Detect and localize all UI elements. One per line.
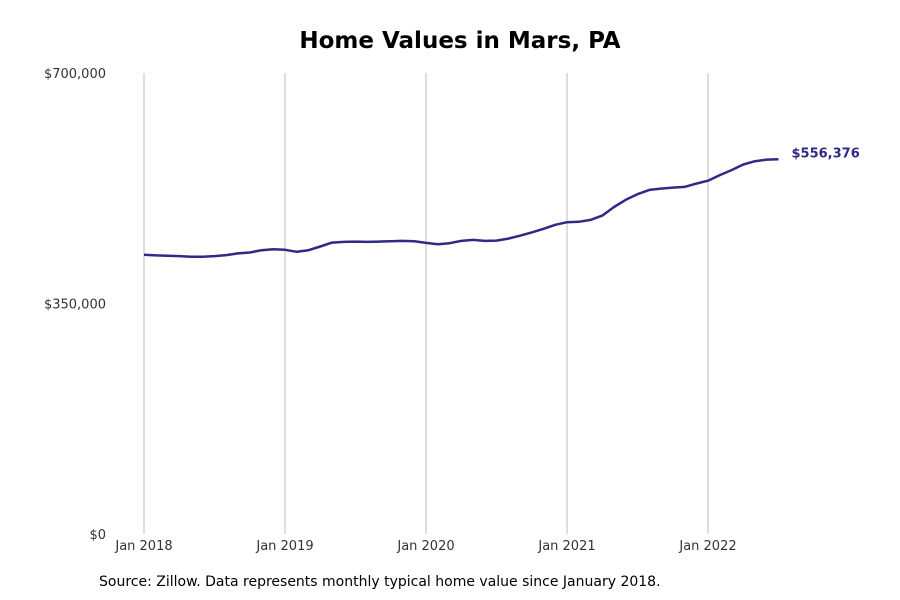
grid-lines <box>143 73 709 534</box>
chart-title: Home Values in Mars, PA <box>299 28 621 54</box>
source-note: Source: Zillow. Data represents monthly … <box>99 574 661 590</box>
x-axis-ticks: Jan 2018 Jan 2019 Jan 2020 Jan 2021 Jan 2022 <box>114 539 736 554</box>
series-line <box>143 158 779 258</box>
x-tick-label: Jan 2021 <box>537 539 595 554</box>
x-tick-label: Jan 2022 <box>678 539 736 554</box>
y-tick-label: $700,000 <box>44 67 106 82</box>
y-axis-ticks: $0 $350,000 $700,000 <box>44 67 106 543</box>
x-tick-label: Jan 2019 <box>255 539 313 554</box>
end-value-label: $556,376 <box>792 146 860 161</box>
x-tick-label: Jan 2018 <box>114 539 172 554</box>
y-tick-label: $0 <box>89 528 106 543</box>
x-tick-label: Jan 2020 <box>396 539 454 554</box>
y-tick-label: $350,000 <box>44 298 106 313</box>
